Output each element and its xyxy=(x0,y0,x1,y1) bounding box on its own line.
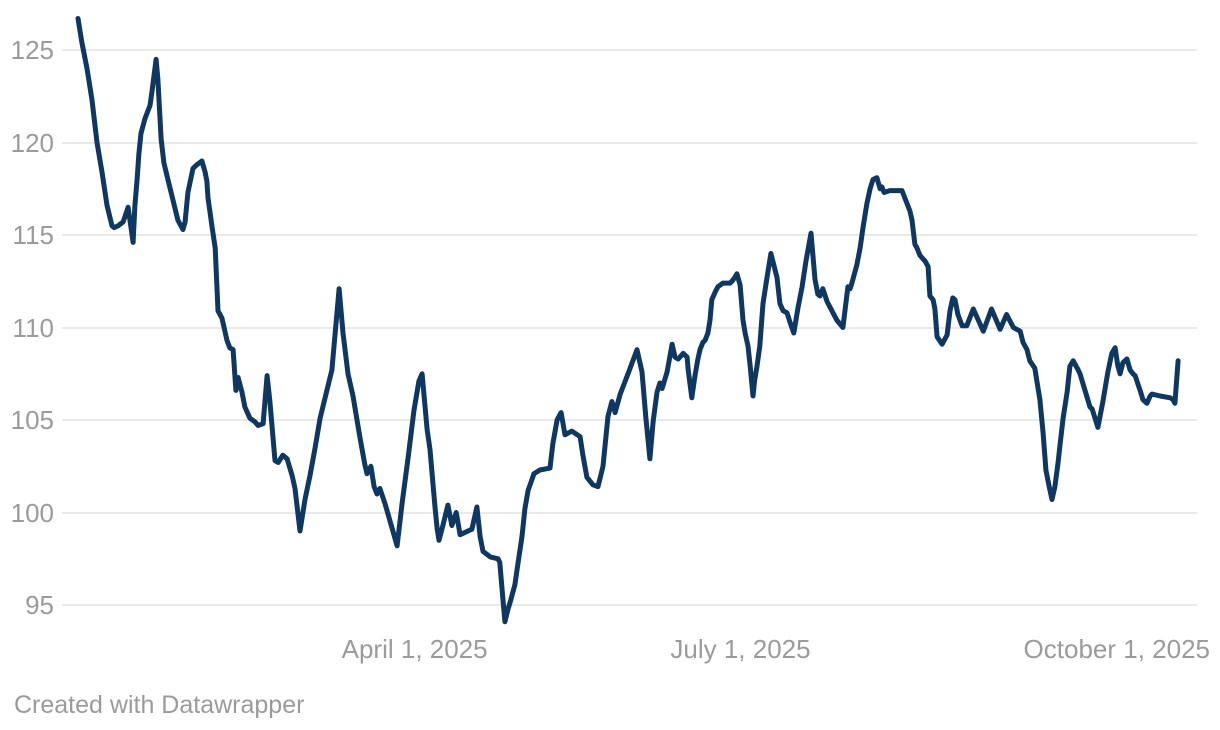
gridline-y-110 xyxy=(62,326,1197,329)
y-axis-tick-label: 120 xyxy=(10,127,54,158)
y-axis-tick-label: 115 xyxy=(12,220,54,250)
y-axis-tick-label: 105 xyxy=(10,405,54,435)
x-axis-tick-label: October 1, 2025 xyxy=(1023,634,1210,664)
datawrapper-credit[interactable]: Created with Datawrapper xyxy=(14,691,305,719)
gridline-y-120 xyxy=(62,141,1197,144)
gridline-y-95 xyxy=(62,604,1197,606)
gridline-y-115 xyxy=(62,234,1197,236)
y-axis-tick-label: 95 xyxy=(25,590,54,620)
x-axis-tick-label: April 1, 2025 xyxy=(341,634,488,664)
x-axis-tick-label: July 1, 2025 xyxy=(670,634,811,664)
gridline-y-105 xyxy=(62,419,1197,421)
data-line xyxy=(75,16,1181,625)
y-axis-tick-label: 100 xyxy=(10,497,54,528)
gridline-y-125 xyxy=(62,49,1197,51)
gridline-y-100 xyxy=(62,511,1197,514)
y-axis-tick-label: 125 xyxy=(10,35,54,65)
y-axis-tick-label: 110 xyxy=(12,312,54,343)
